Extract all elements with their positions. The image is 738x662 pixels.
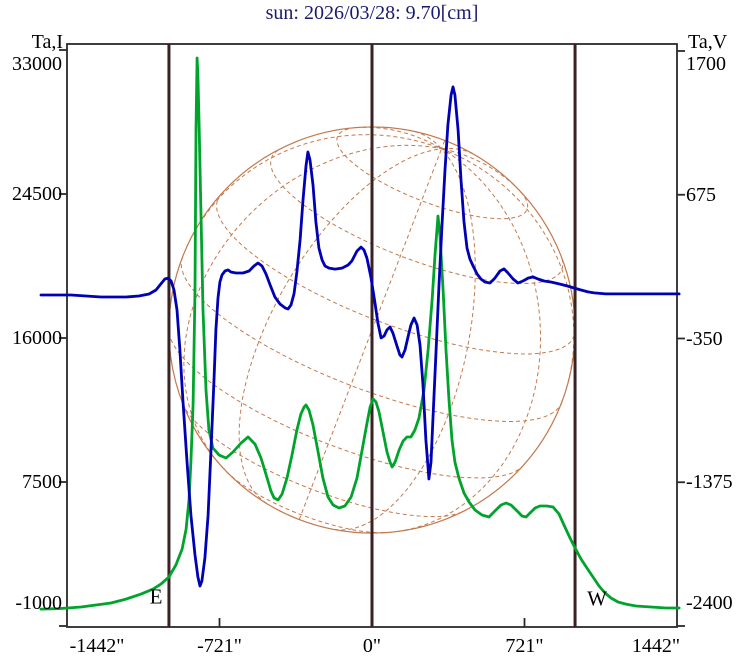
grid-meridian [441,148,575,403]
bottom-axis-tick-label: -721" [197,635,242,657]
right-axis-tick-label: -2400 [686,592,733,614]
west-limb-label: W [587,586,607,611]
grid-parallel [270,149,564,285]
bottom-axis-tick-label: -1442" [69,635,125,657]
right-axis-tick-label: -350 [686,327,723,350]
left-axis-tick-label: 24500 [12,183,62,205]
right-axis-title: Ta,V [688,31,728,53]
grid-meridian [397,148,542,532]
grid-meridian [298,148,443,520]
grid-parallel [180,257,563,422]
grid-meridian [414,130,442,150]
grid-parallel [336,127,529,220]
chart-title: sun: 2026/03/28: 9.70[cm] [265,2,479,24]
grid-parallel [182,403,464,518]
right-axis-tick-label: 675 [686,183,716,206]
grid-parallel [226,471,386,534]
right-axis-tick-label: 1700 [686,53,726,75]
left-axis-tick-label: -1000 [15,592,62,614]
grid-meridian [185,134,442,249]
left-axis-title: Ta,I [31,31,63,53]
grid-meridian [334,148,476,531]
bottom-axis-tick-label: 1442" [631,635,681,657]
bottom-axis-tick-label: 721" [505,635,544,657]
polarization-curve [39,85,681,588]
grid-meridian [441,140,446,149]
grid-meridian [238,148,442,504]
grid-meridian [183,144,442,464]
bottom-axis-tick-label: 0" [362,635,382,657]
left-axis-tick-label: 16000 [12,327,62,349]
grid-meridian [355,126,442,150]
right-axis-tick-label: -1375 [686,471,733,494]
grid-parallel [216,194,576,355]
intensity-curve [39,56,681,611]
east-limb-label: E [149,584,163,609]
left-axis-tick-label: 7500 [22,471,62,493]
left-axis-tick-label: 33000 [12,53,62,75]
